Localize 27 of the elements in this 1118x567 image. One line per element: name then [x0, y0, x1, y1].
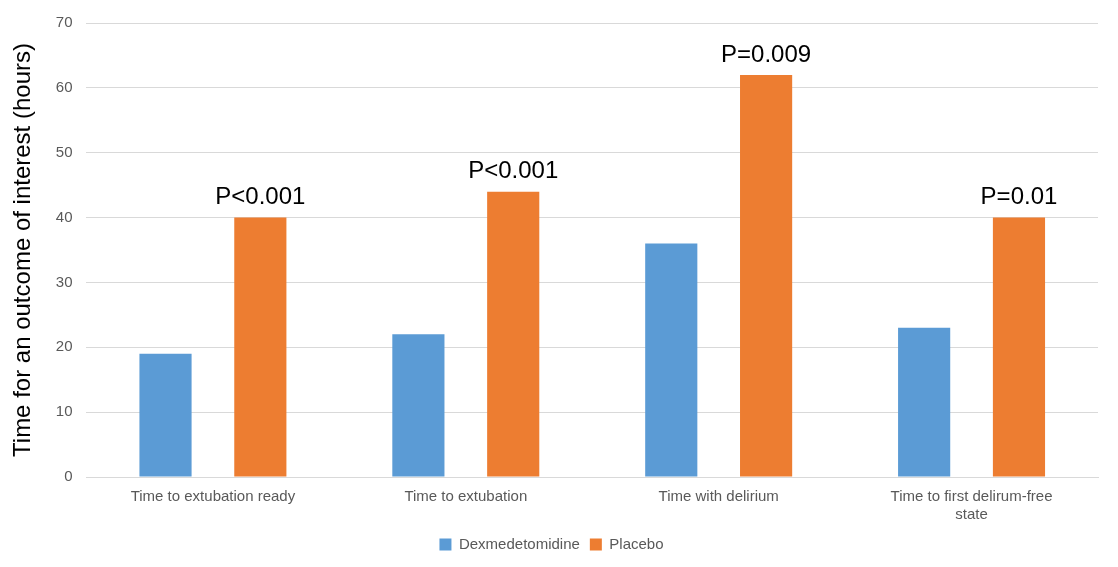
- y-tick-label: 0: [64, 467, 73, 485]
- annotation: P<0.001: [215, 182, 306, 210]
- y-tick-label: 10: [55, 402, 73, 420]
- bar: [139, 353, 192, 477]
- annotation: P<0.001: [468, 156, 559, 184]
- annotation: P=0.01: [980, 182, 1058, 210]
- bar: [645, 243, 698, 477]
- y-tick-label: 30: [55, 272, 73, 290]
- x-tick-label: Time to first delirum-free state: [890, 487, 1053, 523]
- y-tick-label: 40: [55, 207, 73, 225]
- bar: [740, 74, 793, 477]
- y-axis-title: Time for an outcome of interest (hours): [8, 43, 36, 457]
- annotation: P=0.009: [721, 39, 812, 67]
- x-tick-label: Time to extubation: [404, 487, 528, 505]
- y-tick-label: 70: [55, 13, 73, 31]
- legend-label: Placebo: [609, 534, 664, 552]
- y-tick-label: 60: [55, 78, 73, 95]
- bar: [234, 217, 287, 477]
- x-tick-label: Time with delirium: [658, 487, 779, 505]
- bar: [992, 217, 1046, 477]
- bar: [487, 191, 540, 477]
- bar: [898, 327, 951, 477]
- bar: [392, 334, 445, 477]
- y-tick-label: 20: [55, 337, 73, 355]
- legend-label: Dexmedetomidine: [458, 534, 580, 552]
- x-tick-label: Time to extubation ready: [130, 487, 296, 505]
- y-tick-label: 50: [55, 142, 73, 160]
